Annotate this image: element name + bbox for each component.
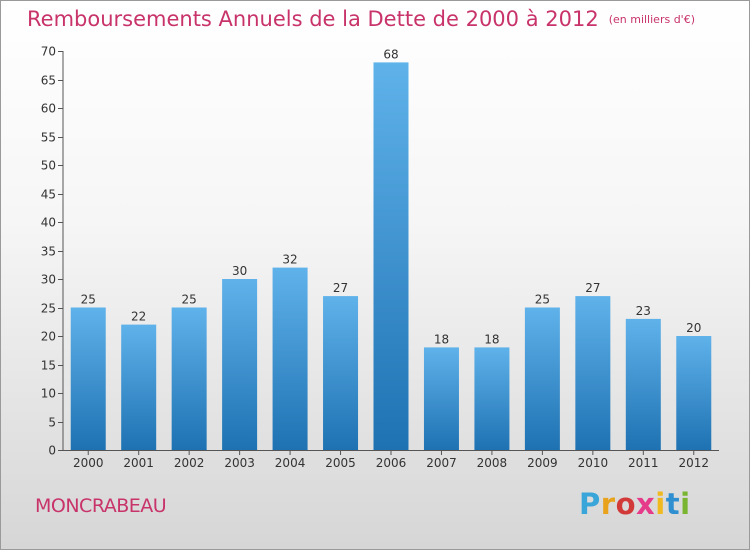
- logo-letter: i: [655, 487, 666, 521]
- x-tick-label: 2011: [628, 456, 659, 470]
- y-tick-label: 60: [41, 102, 56, 116]
- y-tick-label: 35: [41, 245, 56, 259]
- logo-letter: o: [615, 487, 637, 521]
- data-label: 68: [383, 47, 398, 61]
- y-tick-label: 65: [41, 74, 56, 88]
- bar: [423, 347, 459, 450]
- bar: [70, 307, 106, 450]
- bar: [222, 279, 258, 450]
- x-tick-label: 2007: [426, 456, 457, 470]
- y-tick-label: 50: [41, 159, 56, 173]
- bar: [524, 307, 560, 450]
- y-tick-label: 40: [41, 216, 56, 230]
- y-tick-label: 55: [41, 131, 56, 145]
- data-label: 18: [434, 332, 449, 346]
- logo-letter: t: [665, 487, 681, 521]
- bar: [474, 347, 510, 450]
- y-tick-label: 5: [48, 416, 56, 430]
- data-label: 27: [585, 281, 600, 295]
- town-name: MONCRABEAU: [35, 495, 167, 517]
- chart-title-text: Remboursements Annuels de la Dette de 20…: [27, 7, 599, 31]
- x-tick-label: 2003: [224, 456, 255, 470]
- x-tick-label: 2000: [73, 456, 104, 470]
- data-label: 25: [535, 293, 550, 307]
- x-tick-label: 2005: [325, 456, 356, 470]
- data-label: 20: [686, 321, 701, 335]
- chart-title: Remboursements Annuels de la Dette de 20…: [27, 7, 695, 31]
- proxiti-logo: Proxiti: [579, 487, 691, 521]
- x-tick-label: 2002: [174, 456, 205, 470]
- data-label: 30: [232, 264, 247, 278]
- data-label: 25: [81, 293, 96, 307]
- bar: [323, 296, 359, 450]
- bar: [272, 267, 308, 450]
- logo-letter: x: [636, 487, 656, 521]
- x-tick-label: 2012: [678, 456, 709, 470]
- data-label: 23: [636, 304, 651, 318]
- y-tick-label: 25: [41, 302, 56, 316]
- chart-unit: (en milliers d'€): [608, 13, 695, 26]
- bar: [625, 318, 661, 450]
- x-tick-label: 2008: [477, 456, 508, 470]
- logo-letter: P: [579, 487, 601, 521]
- chart-labels: 2000 25 2001 22 2002 25 2003 30 2004 32 2005 27 2006…: [73, 47, 709, 470]
- x-tick-label: 2010: [578, 456, 609, 470]
- bar: [171, 307, 207, 450]
- bar: [373, 62, 409, 451]
- y-tick-label: 30: [41, 273, 56, 287]
- bar: [676, 336, 712, 450]
- data-label: 25: [182, 293, 197, 307]
- y-tick-label: 15: [41, 359, 56, 373]
- logo-letter: r: [600, 487, 616, 521]
- x-tick-label: 2006: [376, 456, 407, 470]
- chart-bars: [70, 62, 712, 451]
- logo-letter: i: [680, 487, 691, 521]
- x-tick-label: 2004: [275, 456, 306, 470]
- y-tick-label: 70: [41, 45, 56, 59]
- bar: [121, 324, 157, 450]
- x-tick-label: 2009: [527, 456, 558, 470]
- y-tick-label: 0: [48, 444, 56, 458]
- data-label: 22: [131, 310, 146, 324]
- data-label: 18: [484, 332, 499, 346]
- data-label: 27: [333, 281, 348, 295]
- y-tick-label: 20: [41, 330, 56, 344]
- y-tick-label: 45: [41, 188, 56, 202]
- bar: [575, 296, 611, 450]
- y-tick-label: 10: [41, 387, 56, 401]
- chart-axes: 0 5 10 15 20 25 30 35 40 45 50 55 60 65 70: [41, 45, 719, 458]
- data-label: 32: [282, 253, 297, 267]
- x-tick-label: 2001: [123, 456, 154, 470]
